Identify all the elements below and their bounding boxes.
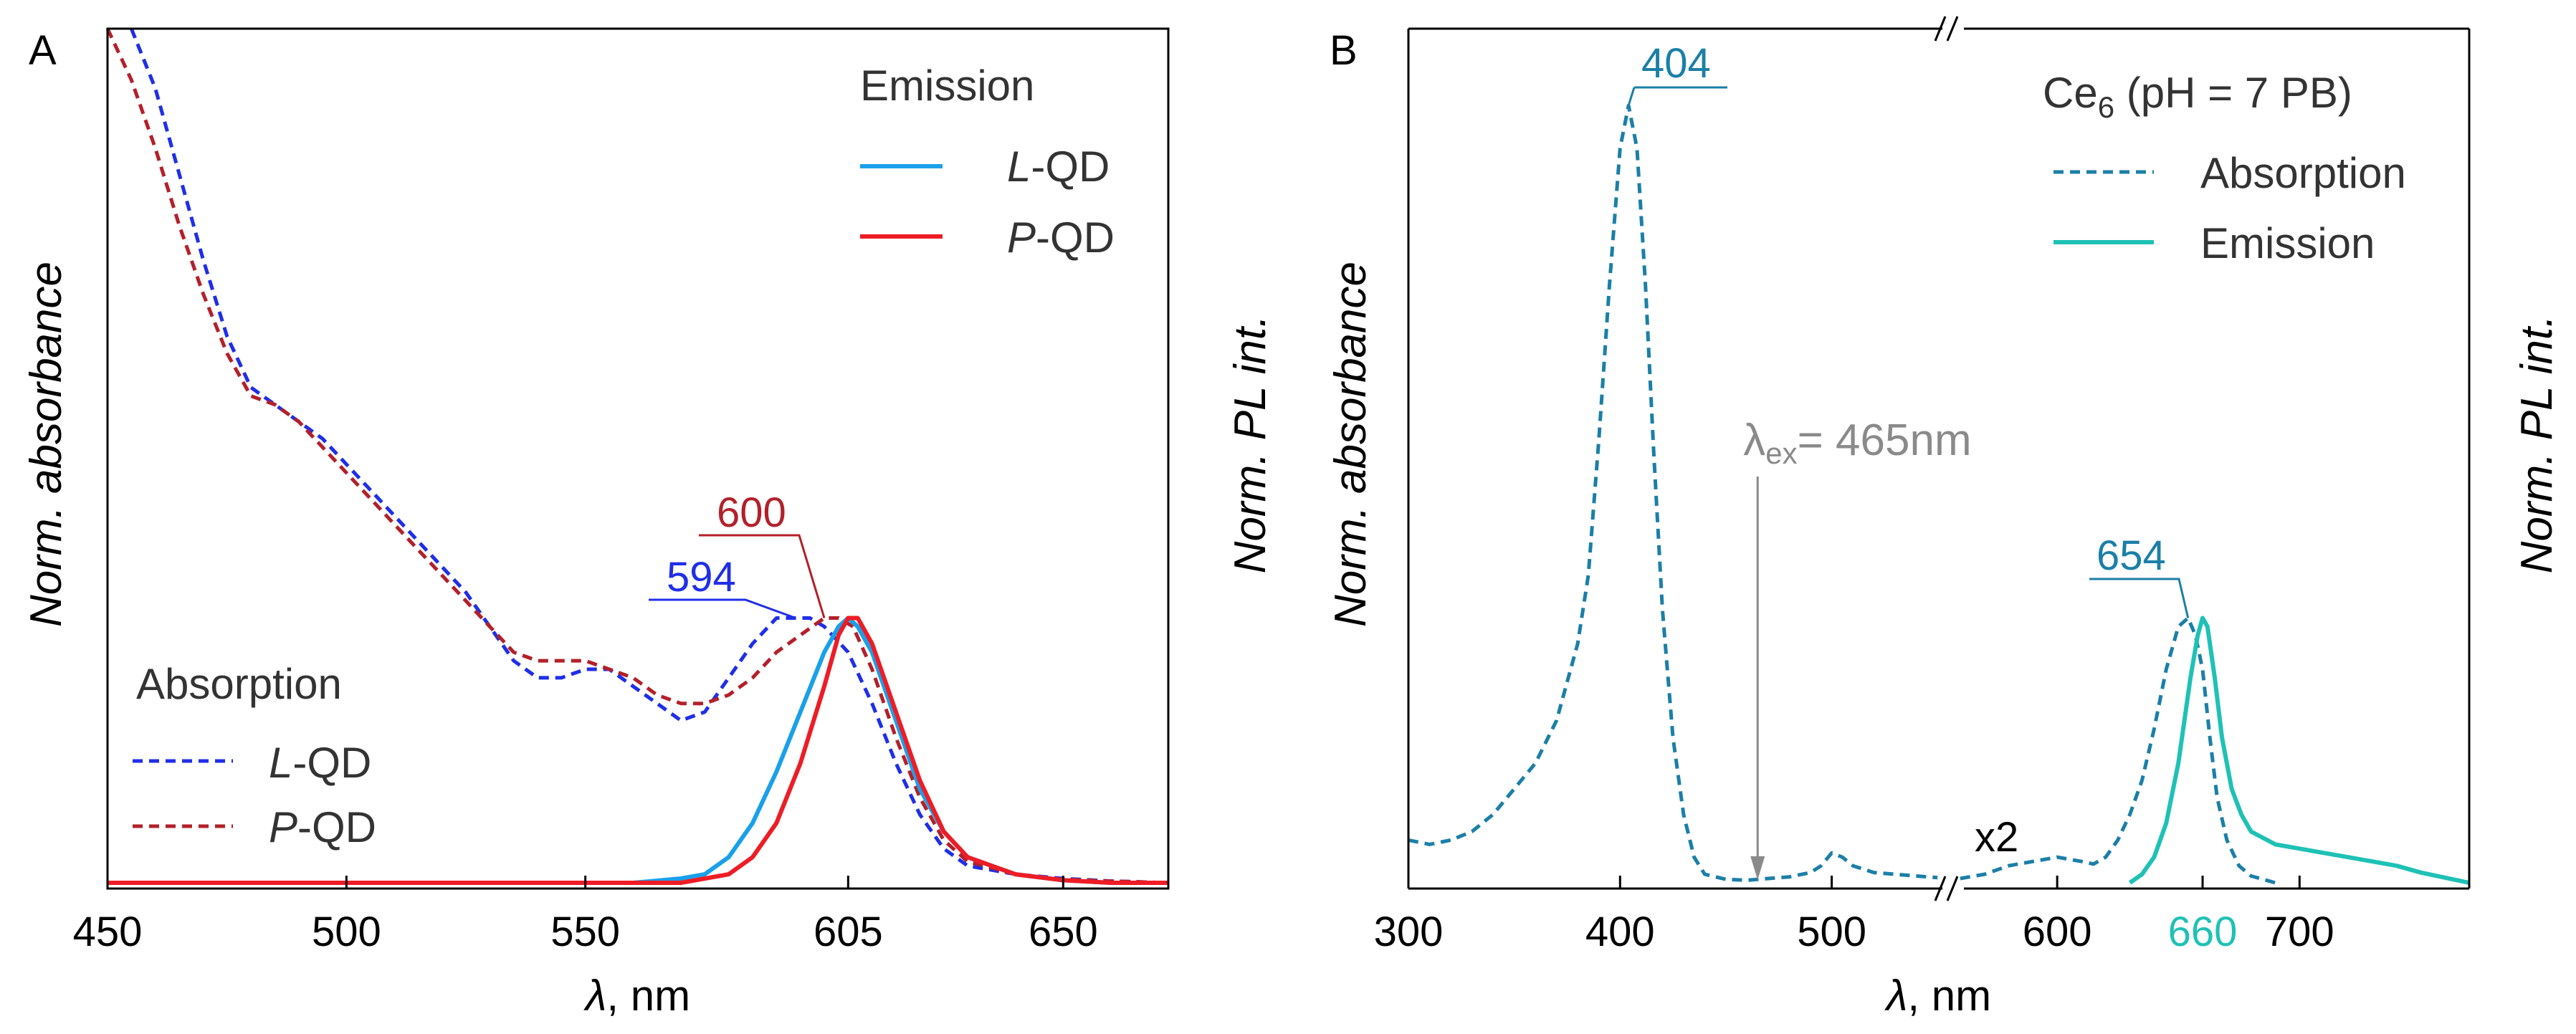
panel-a-label: A [29,27,57,74]
legend-emission-title: Emission [860,62,1034,110]
panel-b-peak-label-404: 404 [1641,40,1711,87]
panel-a-xtick-label-500: 500 [312,909,381,955]
legend-pqd-absorption-label: P-QD [269,803,376,851]
excitation-arrowhead [1750,856,1765,880]
legend-pqd-emission-label: P-QD [1007,214,1115,262]
panel-a-ylabel-right: Norm. PL int. [1226,315,1275,574]
panel-b-scale-label-x2: x2 [1975,814,2018,861]
panel-b-peak-leader-654 [2089,578,2190,618]
legend-lqd-absorption-label: L-QD [269,739,371,787]
legend-pqd-absorption-prefix: P [269,803,297,851]
excitation-symbol: λ [1743,416,1765,465]
axis-break-bottom-1 [1934,876,1947,901]
panel-a-ylabel-left: Norm. absorbance [22,262,71,627]
excitation-subscript: ex [1765,436,1797,470]
axis-break-bottom-2 [1946,876,1959,901]
panel-a-series-p-qd-emission [108,616,1168,885]
axis-break-top-1 [1934,16,1947,42]
axis-break-top-2 [1946,16,1959,42]
legend-ce6-emission-label: Emission [2200,219,2375,267]
panel-b-ylabel-right: Norm. PL int. [2512,315,2562,574]
panel-b-xlabel: λ, nm [1884,972,1991,1020]
legend-pqd-absorption-suffix: -QD [297,803,376,851]
panel-a-series-p-qd-absorption [105,27,1169,885]
panel-a-xtick-label-650: 650 [1029,909,1098,955]
panel-a-frame [106,27,1170,890]
panel-b-ticks: 300 400 500 600 660 700 [1374,876,2334,955]
panel-a-xlabel-unit: , nm [606,972,690,1020]
panel-a-legend-emission: Emission L-QD P-QD [860,62,1115,262]
panel-b-annotations: 404 654 x2 [1627,40,2190,861]
panel-a-peak-leader-594 [649,598,796,619]
panel-b-xtick-label-600: 600 [2023,909,2092,955]
panel-b-legend: Ce6 (pH = 7 PB) Absorption Emission [2043,69,2406,267]
panel-b-series-ce6-emission [2128,616,2470,885]
excitation-annotation: λex= 465nm [1743,416,1972,880]
panel-a-curves [105,27,1169,885]
panel-a-ticks: 450 500 550 605 650 [73,876,1098,955]
panel-b: B Norm. absorbance Norm. PL int. 300 400 5… [1326,16,2562,1020]
panel-b-xtick-label-300: 300 [1374,909,1444,955]
panel-a-xlabel: λ, nm [583,972,690,1020]
legend-lqd-emission-prefix: L [1007,143,1031,191]
legend-pqd-emission-suffix: -QD [1036,214,1115,262]
panel-b-ylabel-left: Norm. absorbance [1326,262,1375,627]
panel-a-xtick-label-605: 605 [814,909,883,955]
legend-pqd-emission-prefix: P [1007,214,1036,262]
legend-lqd-emission-suffix: -QD [1031,143,1110,191]
legend-ce6-absorption-label: Absorption [2200,149,2406,197]
legend-absorption-title: Absorption [136,660,342,708]
legend-lqd-emission-label: L-QD [1007,143,1110,191]
panel-b-peak-label-654: 654 [2096,532,2166,579]
panel-a-xlabel-symbol: λ [583,972,607,1020]
panel-b-curves [1408,103,2470,885]
legend-lqd-absorption-suffix: -QD [292,739,371,787]
panel-b-series-ce6-absorption-q-band-x2- [1960,616,2276,885]
panel-b-xtick-label-660: 660 [2168,909,2238,955]
panel-b-peak-leader-404 [1627,86,1727,106]
panel-b-xtick-label-700: 700 [2265,909,2334,955]
panel-a-xtick-label-450: 450 [73,909,143,955]
panel-a: A Norm. absorbance Norm. PL int. 450 500 5… [22,27,1275,1020]
panel-a-legend-absorption: Absorption L-QD P-QD [133,660,376,851]
legend-title-ce: Ce [2043,69,2098,117]
panel-b-frame [1407,16,2471,901]
panel-b-xlabel-unit: , nm [1907,972,1991,1020]
legend-lqd-absorption-prefix: L [269,739,292,787]
excitation-value: = 465nm [1798,416,1972,465]
panel-b-legend-title: Ce6 (pH = 7 PB) [2043,69,2352,124]
panel-a-series-l-qd-emission [108,616,1168,885]
panel-b-xtick-label-500: 500 [1797,909,1866,955]
panel-b-xlabel-symbol: λ [1884,972,1908,1020]
legend-title-tail: (pH = 7 PB) [2114,69,2352,117]
panel-b-label: B [1330,27,1358,74]
panel-a-peak-leader-600 [699,534,826,618]
panel-a-peak-label-594: 594 [667,554,736,600]
excitation-label: λex= 465nm [1743,416,1971,470]
panel-b-xtick-label-400: 400 [1585,909,1655,955]
panel-a-xtick-label-550: 550 [550,909,620,955]
panel-b-series-ce6-absorption-soret-region- [1408,103,1938,882]
panel-a-peak-label-600: 600 [717,489,786,536]
legend-title-sub: 6 [2098,90,2114,124]
